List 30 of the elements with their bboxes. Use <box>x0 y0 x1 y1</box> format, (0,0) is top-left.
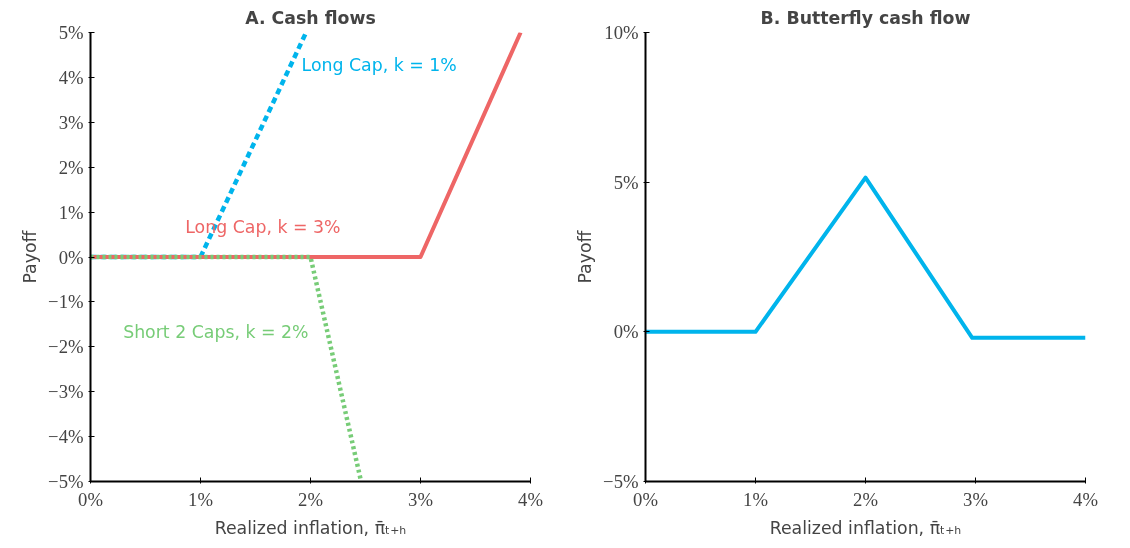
y-tick-label: 0% <box>58 246 84 268</box>
y-tick-label: −3% <box>48 381 84 403</box>
x-tick-label: 4% <box>518 488 543 510</box>
x-tick-label: 2% <box>298 488 323 510</box>
x-tick-label: 2% <box>853 488 878 510</box>
y-tick-label: 3% <box>58 111 84 133</box>
y-tick-label: −1% <box>48 291 84 313</box>
x-axis-title: Realized inflation, π̄ₜ₊ₕ <box>769 517 962 538</box>
x-tick-label: 3% <box>408 488 433 510</box>
x-axis-title: Realized inflation, π̄ₜ₊ₕ <box>214 517 407 538</box>
series-label: Long Cap, k = 1% <box>301 54 457 75</box>
x-tick-label: 1% <box>743 488 768 510</box>
x-tick-label: 4% <box>1073 488 1098 510</box>
x-tick-label: 3% <box>963 488 988 510</box>
y-tick-label: 10% <box>604 22 639 43</box>
chart-title: B. Butterfly cash flow <box>760 7 971 28</box>
y-tick-label: −2% <box>48 336 84 358</box>
y-tick-label: 2% <box>58 156 84 178</box>
y-tick-label: 5% <box>613 171 639 193</box>
series-label: Long Cap, k = 3% <box>185 217 341 237</box>
y-tick-label: −4% <box>48 426 84 448</box>
y-tick-label: 0% <box>613 321 639 343</box>
y-tick-label: 5% <box>58 22 84 43</box>
series-label: Short 2 Caps, k = 2% <box>123 322 309 342</box>
chart-title: A. Cash flows <box>245 7 376 28</box>
x-tick-label: 1% <box>188 488 213 510</box>
y-tick-label: 4% <box>58 66 84 88</box>
y-axis-title: Payoff <box>20 229 41 284</box>
y-tick-label: 1% <box>58 201 84 223</box>
y-axis-title: Payoff <box>575 229 596 284</box>
